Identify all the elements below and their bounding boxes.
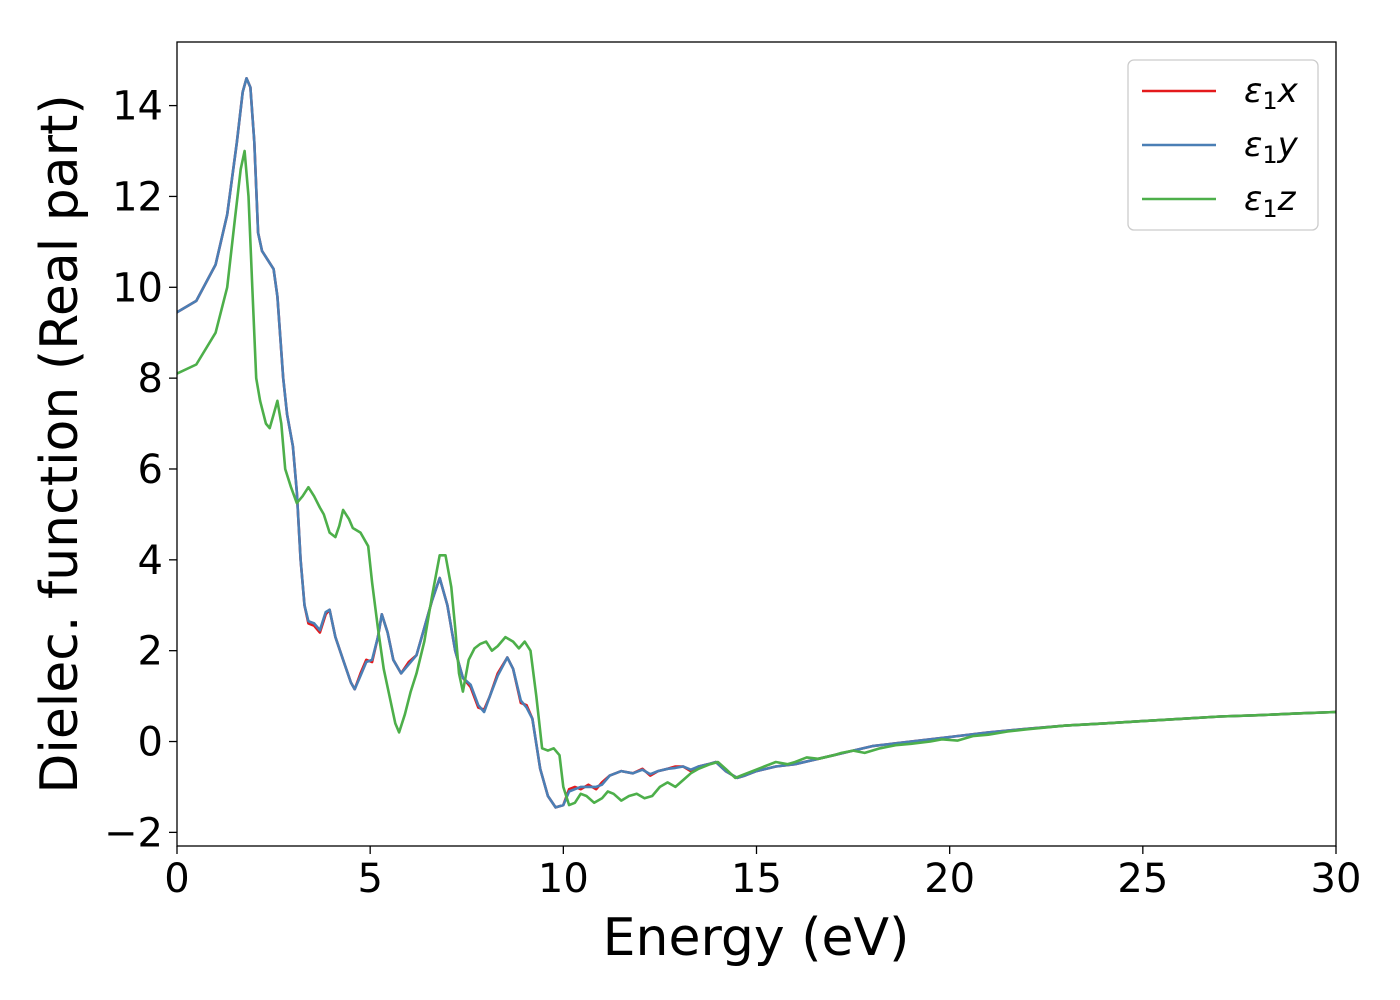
x-tick-label: 20 (924, 856, 975, 902)
series-layer (177, 77, 1336, 809)
x-tick-label: 15 (731, 856, 782, 902)
y-tick-label: 8 (138, 356, 163, 402)
y-axis-title: Dielec. function (Real part) (30, 94, 90, 793)
legend-symbol: ε (1244, 179, 1262, 219)
x-tick-label: 25 (1117, 856, 1168, 902)
legend-label-x: ε1x (1244, 71, 1299, 115)
y-tick-label: −2 (104, 810, 163, 856)
x-tick-label: 0 (164, 856, 189, 902)
legend-subscript: 1 (1262, 141, 1277, 169)
legend-component: y (1277, 125, 1299, 165)
x-axis-title: Energy (eV) (603, 908, 910, 968)
legend-component: x (1277, 71, 1299, 111)
legend-label-z: ε1z (1244, 179, 1297, 223)
series-line-z (177, 149, 1336, 807)
y-tick-label: 12 (112, 174, 163, 220)
y-tick-label: 0 (138, 720, 163, 766)
x-tick-label: 10 (538, 856, 589, 902)
x-tick-label: 30 (1311, 856, 1362, 902)
legend-box (1127, 59, 1319, 231)
y-tick-label: 2 (138, 629, 163, 675)
y-tick-label: 6 (138, 447, 163, 493)
y-tick-label: 10 (112, 265, 163, 311)
y-axis: −2 0 2 4 6 8 10 12 14 (104, 84, 177, 856)
x-axis: 0 5 10 15 20 25 30 (164, 846, 1361, 902)
legend-symbol: ε (1244, 125, 1262, 165)
y-tick-label: 14 (112, 84, 163, 130)
legend-symbol: ε (1244, 71, 1262, 111)
legend-component: z (1277, 179, 1297, 219)
legend-label-y: ε1y (1244, 125, 1299, 169)
legend-subscript: 1 (1262, 195, 1277, 223)
y-tick-label: 4 (138, 538, 163, 584)
legend-subscript: 1 (1262, 87, 1277, 115)
x-tick-label: 5 (357, 856, 382, 902)
